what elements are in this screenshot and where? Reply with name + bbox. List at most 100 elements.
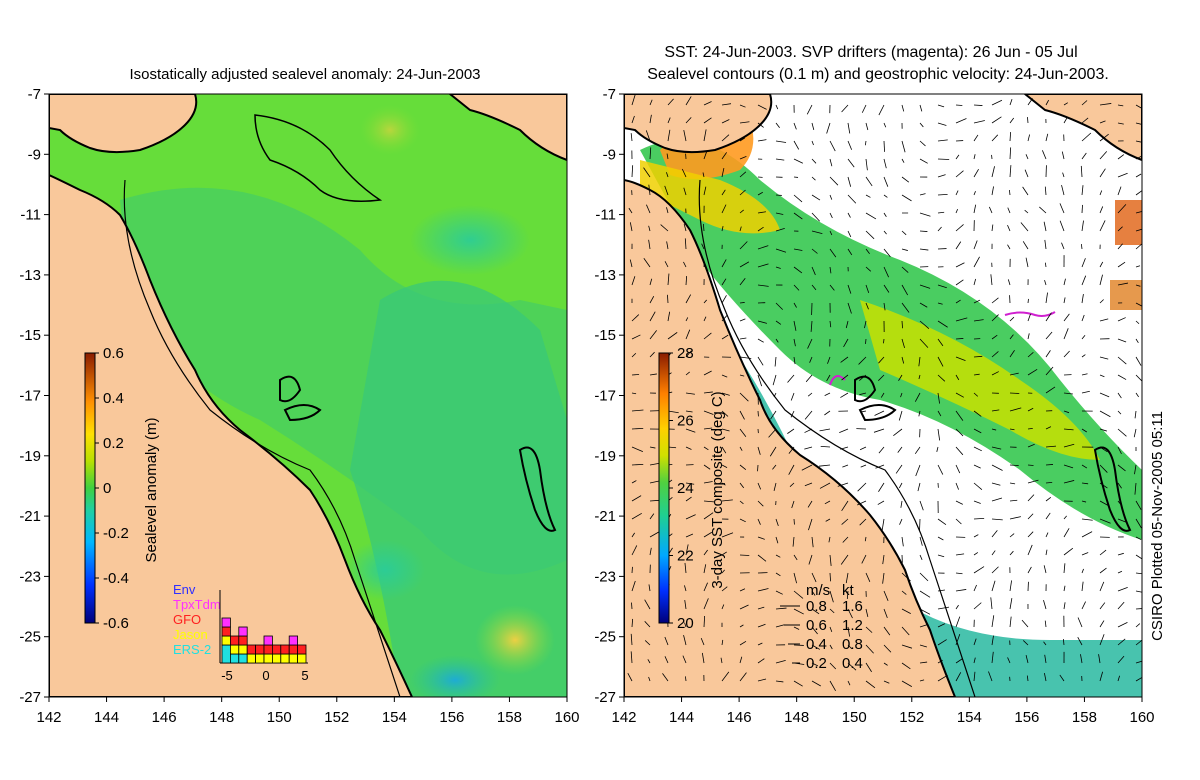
velocity-vector — [988, 206, 993, 214]
velocity-vector — [649, 513, 655, 520]
velocity-vector — [1009, 189, 1011, 196]
velocity-vector — [631, 392, 637, 395]
velocity-vector — [757, 245, 769, 250]
velocity-vector — [847, 158, 855, 168]
lon-tick-label: 158 — [497, 709, 522, 726]
velocity-vector — [919, 608, 931, 615]
velocity-vector — [703, 615, 706, 628]
velocity-vector — [685, 392, 695, 395]
velocity-vector — [1009, 350, 1015, 358]
velocity-vector — [701, 243, 705, 250]
velocity-vector — [649, 114, 652, 124]
velocity-vector — [1027, 407, 1034, 412]
velocity-vector — [1044, 672, 1047, 682]
velocity-vector — [721, 314, 728, 322]
left-map-panel: Isostatically adjusted sealevel anomaly:… — [19, 66, 579, 726]
velocity-vector — [775, 104, 779, 110]
velocity-vector — [739, 121, 750, 124]
velocity-vector — [973, 584, 977, 592]
velocity-vector — [865, 644, 874, 654]
velocity-vector — [757, 211, 766, 214]
velocity-vector — [1039, 206, 1047, 214]
velocity-vector — [757, 482, 762, 490]
velocity-vector — [901, 536, 904, 547]
velocity-vector — [955, 589, 967, 592]
velocity-vector — [919, 338, 929, 348]
histogram-bar — [238, 653, 248, 664]
velocity-vector — [1135, 356, 1142, 366]
velocity-vector — [1117, 338, 1127, 343]
velocity-vector — [1081, 220, 1084, 232]
velocity-vector — [829, 590, 834, 603]
velocity-vector — [805, 374, 813, 383]
velocity-vector — [702, 172, 705, 178]
velocity-vector — [666, 241, 669, 250]
velocity-vector — [703, 186, 707, 196]
velocity-vector — [1117, 655, 1125, 664]
velocity-vector — [630, 651, 633, 664]
velocity-vector — [703, 117, 712, 124]
velocity-vector — [901, 158, 905, 163]
velocity-vector — [631, 446, 643, 453]
velocity-vector — [1098, 654, 1101, 664]
velocity-vector — [1081, 100, 1088, 106]
velocity-vector — [721, 295, 727, 304]
histogram-bar — [297, 653, 307, 664]
velocity-vector — [845, 572, 849, 584]
velocity-vector — [631, 545, 638, 556]
velocity-vector — [919, 590, 931, 598]
lat-tick-label: -7 — [28, 86, 41, 103]
velocity-vector — [811, 536, 814, 548]
velocity-vector — [631, 532, 636, 538]
velocity-vector — [811, 662, 819, 667]
velocity-vector — [859, 392, 867, 396]
velocity-vector — [757, 284, 769, 287]
velocity-vector — [829, 248, 837, 258]
velocity-vector — [631, 512, 642, 520]
velocity-vector — [883, 248, 891, 258]
velocity-vector — [790, 392, 795, 401]
velocity-vector — [804, 446, 813, 450]
velocity-vector — [1026, 675, 1029, 682]
velocity-vector — [683, 187, 687, 196]
velocity-vector — [788, 446, 795, 454]
velocity-vector — [1081, 334, 1086, 340]
histogram-bar — [246, 653, 256, 664]
velocity-vector — [807, 500, 813, 508]
velocity-vector — [1020, 222, 1029, 232]
velocity-vector — [685, 428, 696, 433]
velocity-vector — [775, 228, 785, 232]
velocity-vector — [703, 427, 713, 430]
velocity-vector — [721, 152, 727, 160]
velocity-vector — [1135, 392, 1140, 398]
velocity-vector — [808, 554, 813, 565]
velocity-vector — [865, 158, 868, 171]
velocity-vector — [757, 191, 763, 196]
velocity-vector — [829, 320, 832, 328]
velocity-vector — [846, 590, 849, 599]
solomon-islands-landmass — [448, 94, 567, 162]
sla-low-eddy — [410, 205, 530, 275]
velocity-vector — [955, 482, 959, 490]
velocity-vector — [1081, 258, 1086, 268]
velocity-vector — [1022, 241, 1029, 250]
velocity-vector — [829, 608, 835, 614]
velocity-vector — [811, 284, 817, 291]
velocity-vector — [684, 562, 687, 574]
velocity-vector — [1099, 482, 1108, 489]
velocity-vector — [1099, 567, 1107, 574]
velocity-vector — [826, 374, 831, 382]
velocity-vector — [757, 338, 764, 343]
velocity-vector — [955, 224, 964, 232]
velocity-vector — [757, 226, 764, 232]
velocity-vector — [684, 238, 687, 250]
velocity-vector — [793, 320, 797, 331]
velocity-vector — [739, 392, 749, 402]
velocity-vector — [827, 356, 831, 364]
velocity-vector — [937, 674, 948, 682]
velocity-vector — [919, 193, 926, 196]
velocity-vector — [955, 616, 961, 628]
velocity-vector — [685, 294, 692, 304]
velocity-vector — [775, 266, 781, 269]
